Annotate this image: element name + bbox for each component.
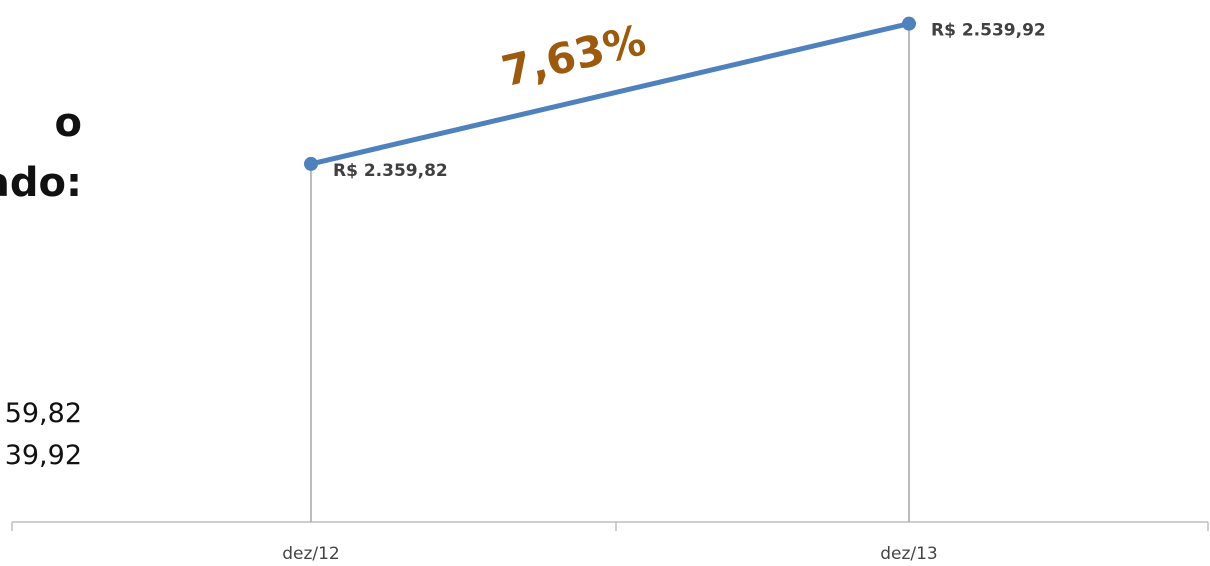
- data-label-1: R$ 2.359,82: [333, 161, 448, 181]
- data-point-2: [902, 16, 916, 31]
- series-line: [308, 21, 912, 167]
- x-tick-label-2: dez/13: [880, 544, 938, 564]
- growth-annotation: 7,63%: [497, 15, 650, 96]
- x-tick-label-1: dez/12: [282, 544, 340, 564]
- data-point-1: [304, 156, 318, 171]
- data-label-2: R$ 2.539,92: [931, 21, 1046, 41]
- side-value-1: 59,82: [4, 398, 82, 429]
- side-value-2: 39,92: [4, 440, 82, 471]
- side-text-fragment: o ado: 59,82 39,92: [0, 0, 120, 566]
- side-heading-line-1: o: [54, 100, 82, 146]
- side-heading-line-2: ado:: [0, 160, 82, 206]
